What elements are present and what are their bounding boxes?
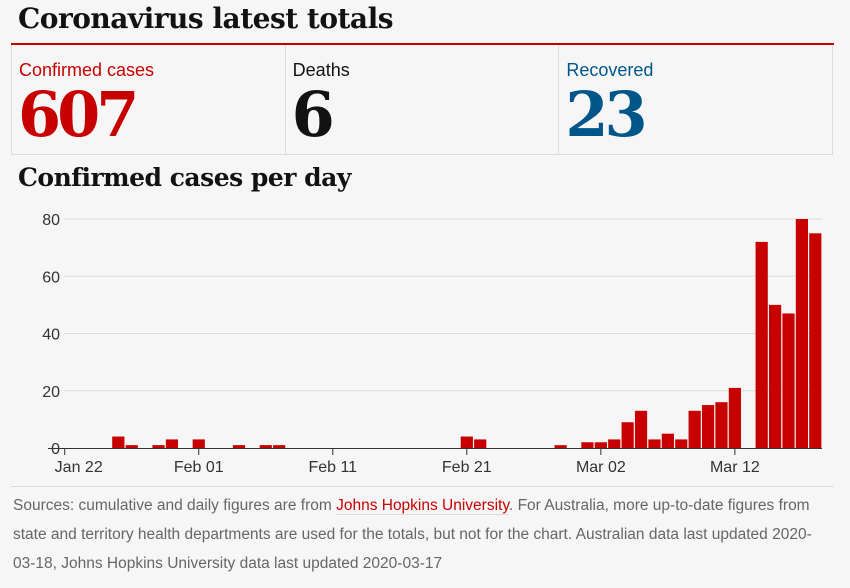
bar: [474, 439, 487, 448]
bar: [648, 439, 661, 448]
footer-rule: [11, 486, 834, 487]
sources-suffix: . For Australia, more up-to-date figures…: [13, 497, 812, 572]
bar: [701, 405, 715, 448]
bar: [273, 445, 286, 448]
bar: [795, 219, 808, 448]
recovered-value: 23: [565, 78, 647, 151]
bar: [232, 445, 246, 448]
bar: [661, 433, 674, 448]
x-tick-label: Feb 21: [442, 459, 492, 476]
bar: [112, 436, 125, 448]
bar: [259, 445, 272, 448]
bar: [675, 439, 688, 448]
bar: [581, 442, 594, 448]
bar: [768, 304, 782, 448]
daily-cases-chart: 0 20 40 60 80 Jan 22 Feb 01 Feb 11 Feb 21 Mar 02 M…: [42, 212, 822, 476]
headline-rule: [11, 43, 834, 45]
confirmed-cases-label: Confirmed cases: [19, 60, 155, 80]
bar: [755, 241, 768, 448]
bar: [688, 410, 701, 448]
y-tick-label: 80: [42, 212, 60, 229]
bar: [192, 439, 205, 448]
bar: [608, 439, 621, 448]
confirmed-cases-value: 607: [18, 78, 139, 151]
confirmed-cases-box: Confirmed cases 607: [12, 45, 286, 154]
bar: [152, 445, 165, 448]
deaths-value: 6: [291, 78, 335, 151]
johns-hopkins-link[interactable]: Johns Hopkins University: [336, 497, 509, 515]
x-tick-label: Mar 02: [576, 459, 626, 476]
bar: [460, 436, 473, 448]
recovered-label: Recovered: [566, 60, 654, 80]
y-tick-label: 40: [42, 327, 60, 344]
bar: [809, 233, 822, 448]
bar: [728, 387, 741, 448]
totals-panel: Confirmed cases 607 Deaths 6 Recovered 2…: [11, 45, 833, 155]
bar: [165, 439, 179, 448]
y-tick-label: 0: [51, 441, 60, 458]
x-tick-label: Mar 12: [710, 459, 760, 476]
bar: [594, 442, 607, 448]
sources-note: Sources: cumulative and daily figures ar…: [13, 491, 823, 578]
bar: [634, 410, 648, 448]
y-tick-label: 20: [42, 384, 60, 401]
deaths-box: Deaths 6: [286, 45, 560, 154]
x-tick-label: Feb 01: [174, 459, 224, 476]
sources-prefix: Sources: cumulative and daily figures ar…: [13, 497, 337, 514]
bar: [715, 402, 728, 448]
bar: [125, 445, 138, 448]
bar: [782, 313, 795, 448]
bar: [621, 422, 634, 448]
chart-title: Confirmed cases per day: [18, 163, 351, 192]
recovered-box: Recovered 23: [559, 45, 832, 154]
x-tick-label: Jan 22: [55, 459, 103, 476]
page-title: Coronavirus latest totals: [18, 2, 393, 35]
y-tick-label: 60: [42, 269, 60, 286]
deaths-label: Deaths: [292, 60, 350, 80]
x-tick-label: Feb 11: [308, 459, 357, 476]
bar: [554, 445, 567, 448]
